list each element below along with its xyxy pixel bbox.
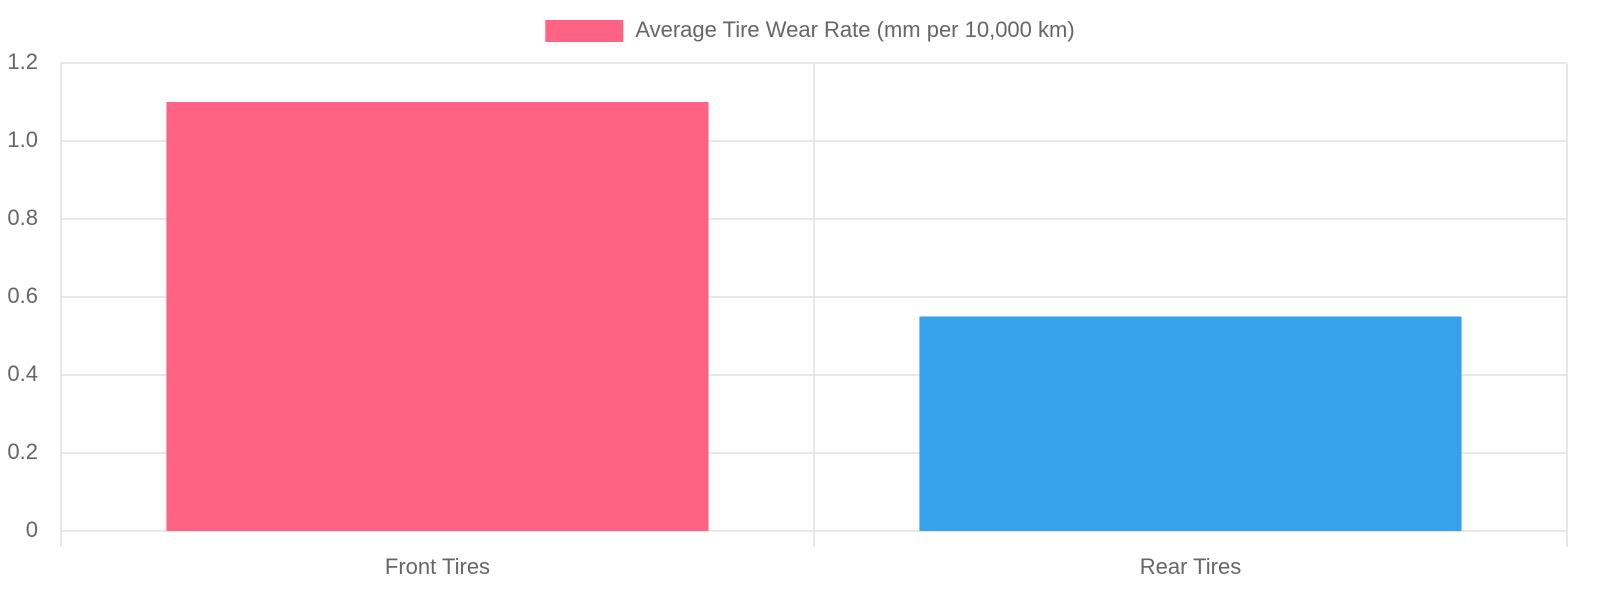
bar	[166, 102, 709, 531]
legend-swatch	[545, 20, 624, 42]
x-tick-label: Rear Tires	[1140, 554, 1241, 579]
y-tick-label: 1.2	[7, 49, 38, 74]
y-tick-label: 0.6	[7, 283, 38, 308]
legend-label: Average Tire Wear Rate (mm per 10,000 km…	[635, 17, 1074, 42]
y-tick-label: 0.4	[7, 361, 38, 386]
y-tick-label: 1.0	[7, 127, 38, 152]
y-tick-label: 0.2	[7, 439, 38, 464]
y-tick-label: 0	[26, 517, 38, 542]
y-tick-label: 0.8	[7, 205, 38, 230]
x-tick-label: Front Tires	[385, 554, 490, 579]
bar	[919, 316, 1462, 531]
